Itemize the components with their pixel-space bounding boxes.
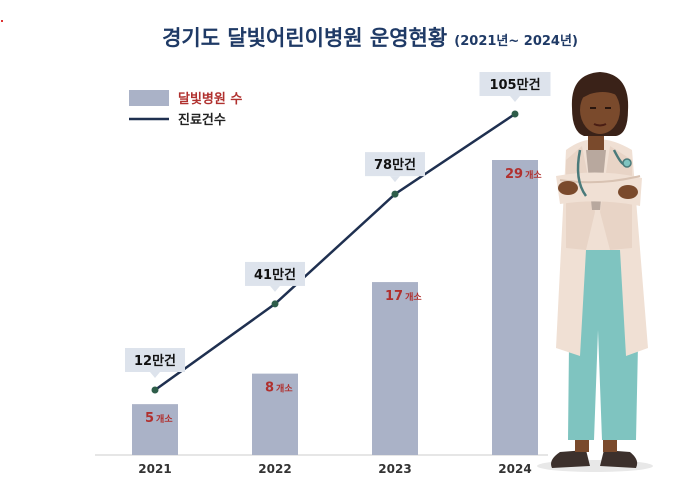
- callout-box: [125, 348, 185, 372]
- bar-2022: [252, 373, 298, 455]
- legend-line-label: 진료건수: [178, 112, 226, 128]
- x-ticks-group: 2021 2022 2023 2024: [138, 462, 531, 476]
- callout-box: [479, 72, 551, 96]
- line-point-2022: [271, 300, 279, 308]
- corner-dot: [1, 20, 3, 22]
- callout-label: 105만건: [489, 77, 540, 93]
- callouts-group: 12만건 41만건 78만건 105만건: [125, 72, 551, 378]
- callout-pointer: [150, 372, 160, 378]
- x-tick-2022: 2022: [258, 462, 291, 476]
- chart-title-group: 경기도 달빛어린이병원 운영현황 (2021년~ 2024년): [162, 26, 578, 50]
- x-tick-2023: 2023: [378, 462, 411, 476]
- callout-pointer: [390, 176, 400, 183]
- callout-label: 41만건: [254, 267, 296, 283]
- legend-bar-swatch: [129, 90, 169, 106]
- x-tick-2021: 2021: [138, 462, 171, 476]
- legend: 달빛병원 수 진료건수: [129, 90, 242, 128]
- bar-label-num: 8: [265, 381, 274, 396]
- bar-label-2021: 5 개소: [145, 411, 173, 426]
- legend-bar-label: 달빛병원 수: [178, 91, 242, 107]
- bar-label-2024: 29 개소: [505, 167, 542, 182]
- bar-2024: [492, 160, 538, 455]
- bar-label-num: 5: [145, 411, 154, 426]
- bar-label-unit: 개소: [276, 383, 293, 395]
- callout-box: [365, 152, 425, 177]
- bar-label-2022: 8 개소: [265, 381, 293, 396]
- line-point-2023: [391, 190, 399, 198]
- bar-2021: [132, 404, 178, 455]
- callout-2022: 41만건: [245, 261, 305, 292]
- bar-label-unit: 개소: [525, 169, 542, 181]
- bars-group: [132, 160, 538, 455]
- callout-2023: 78만건: [365, 152, 425, 183]
- line-series-visits: [154, 112, 516, 392]
- chart-subtitle: (2021년~ 2024년): [454, 34, 578, 49]
- line-points-group: [151, 110, 519, 394]
- bar-label-2023: 17 개소: [385, 289, 422, 304]
- callout-2021: 12만건: [125, 348, 185, 378]
- bar-label-num: 17: [385, 289, 403, 304]
- bar-2023: [372, 282, 418, 455]
- bar-label-unit: 개소: [405, 291, 422, 303]
- line-point-2021: [151, 386, 159, 394]
- callout-2024: 105만건: [479, 72, 551, 102]
- callout-pointer: [270, 285, 280, 292]
- callout-box: [245, 261, 305, 286]
- chart-title: 경기도 달빛어린이병원 운영현황: [162, 26, 447, 50]
- callout-label: 78만건: [374, 157, 416, 173]
- line-point-2024: [511, 110, 519, 118]
- callout-pointer: [510, 96, 520, 102]
- bar-label-unit: 개소: [156, 413, 173, 425]
- doctor-illustration: [537, 72, 653, 472]
- callout-label: 12만건: [134, 353, 176, 369]
- bar-label-num: 29: [505, 167, 523, 182]
- x-tick-2024: 2024: [498, 462, 531, 476]
